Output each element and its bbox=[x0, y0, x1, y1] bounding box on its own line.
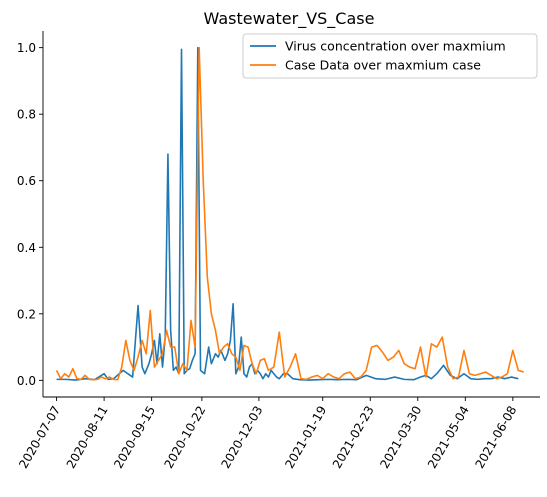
y-tick-label: 0.0 bbox=[17, 374, 36, 388]
legend: Virus concentration over maxmium Case Dat… bbox=[242, 33, 538, 79]
y-tick-label: 0.4 bbox=[17, 241, 36, 255]
y-tick-label: 1.0 bbox=[17, 41, 36, 55]
legend-label-0: Virus concentration over maxmium bbox=[285, 39, 506, 54]
plot-area bbox=[55, 46, 524, 381]
legend-label-1: Case Data over maxmium case bbox=[285, 58, 481, 73]
y-tick-label: 0.6 bbox=[17, 174, 36, 188]
chart-title: Wastewater_VS_Case bbox=[204, 9, 375, 29]
series-line-1 bbox=[55, 46, 524, 381]
legend-box bbox=[242, 33, 538, 79]
y-tick-label: 0.8 bbox=[17, 108, 36, 122]
y-tick-label: 0.2 bbox=[17, 307, 36, 321]
